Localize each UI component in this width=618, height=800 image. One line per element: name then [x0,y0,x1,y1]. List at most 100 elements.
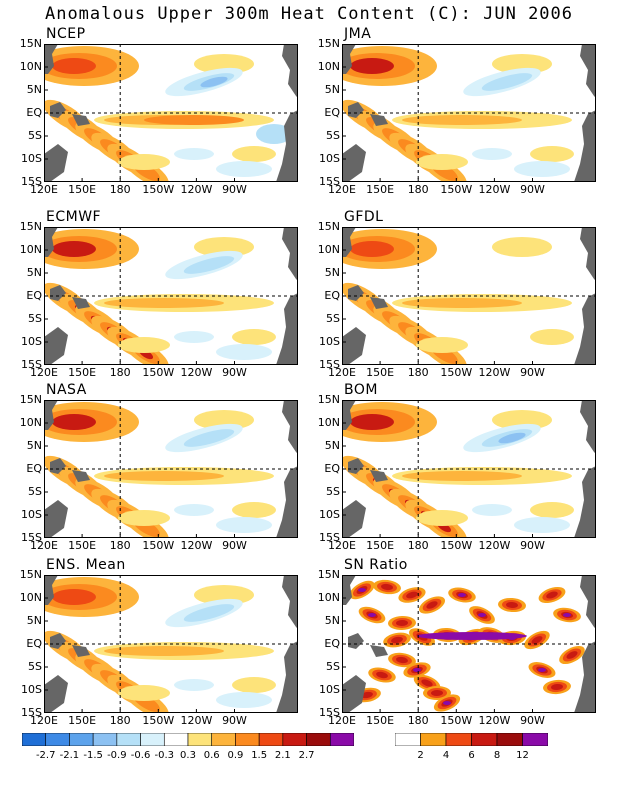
land-central-america [282,44,298,98]
cool-area [514,517,570,533]
colorbar-swatch [420,733,447,746]
lon-label: 150W [440,714,473,727]
land-australia [342,500,366,538]
lon-label: 120E [328,183,356,196]
lat-label: 5N [26,439,42,452]
warm-area [530,146,574,162]
warm-area [416,510,468,526]
sn-area [361,691,373,699]
land-island [72,297,90,309]
lon-label: 150W [142,366,175,379]
lat-label: 15S [319,531,340,544]
land-central-america [282,227,298,281]
lon-label: 120W [478,714,511,727]
lon-label: 90W [520,714,545,727]
colorbar-swatch [92,733,118,746]
lon-label: 150W [440,539,473,552]
lon-label: 150E [68,366,97,379]
colorbar-swatch [22,733,47,746]
lat-label: 10N [19,243,42,256]
lon-label: 150W [142,539,175,552]
lon-label: 150E [68,539,97,552]
land-central-america [580,44,596,98]
colorbar-swatch [306,733,331,746]
colorbar-swatch [496,733,523,746]
sn-area [458,593,466,597]
lon-label: 120E [328,366,356,379]
colorbar-label: -0.3 [154,750,175,761]
lat-label: 5N [26,266,42,279]
lat-label: 5N [324,614,340,627]
cool-area [174,504,214,516]
lat-label: 10N [19,60,42,73]
lon-label: 90W [520,183,545,196]
lat-label: 5S [326,660,340,673]
land-island [50,458,66,474]
panel-title: NCEP [46,26,86,42]
sn-colorbar [395,733,548,746]
land-australia [44,500,68,538]
lon-label: 120E [30,714,58,727]
sn-area [531,636,543,644]
map-panel-7: SN Ratio 15N 10N 5N EQ 5S 10S 15S 120E 150E 180 150… [302,557,616,737]
warm-area [118,510,170,526]
lon-label: 150W [142,183,175,196]
warm-area [118,154,170,170]
warm-area [530,329,574,345]
lat-label: 5S [326,312,340,325]
land-island [50,102,66,118]
land-australia [44,327,68,365]
colorbar-label: -1.5 [83,750,103,761]
lat-label: 5N [26,83,42,96]
lat-label: EQ [26,289,42,302]
land-island [50,633,66,649]
colorbar-label: 2.1 [274,750,291,761]
equatorial-tongue [104,646,224,656]
sn-area [506,601,518,609]
cool-area [481,73,533,91]
warm-area [350,414,394,430]
land-south-america [276,641,298,713]
colorbar-swatch [235,733,260,746]
cool-area [183,256,235,274]
cool-area [183,429,235,447]
lat-label: 10S [319,683,340,696]
colorbar-swatch [211,733,236,746]
lon-label: 120W [180,714,213,727]
land-australia [44,675,68,713]
lat-label: 5S [28,485,42,498]
lon-label: 120W [478,183,511,196]
lat-label: 5S [28,660,42,673]
sn-area [417,632,527,640]
sn-area [551,683,563,691]
map-plot [342,227,596,365]
lon-label: 120W [478,539,511,552]
warm-area [530,502,574,518]
lon-label: 150E [68,714,97,727]
lat-label: 15N [317,393,340,406]
figure-title: Anomalous Upper 300m Heat Content (C): J… [44,4,574,24]
lon-label: 150W [440,366,473,379]
lat-label: 15N [19,37,42,50]
lon-label: 120E [30,539,58,552]
warm-area [416,154,468,170]
cool-area [216,517,272,533]
equatorial-tongue [402,115,522,125]
warm-area [52,589,96,605]
lat-label: 5N [324,266,340,279]
land-island [348,102,364,118]
colorbar-swatch [395,733,421,746]
colorbar-label: 12 [516,750,529,761]
anomaly-colorbar [22,733,354,746]
lat-label: 10N [317,591,340,604]
colorbar-label: 4 [442,750,450,761]
land-island [348,285,364,301]
cool-area [216,344,272,360]
warm-area [52,241,96,257]
lon-label: 150W [440,183,473,196]
lat-label: EQ [324,462,340,475]
land-south-america [574,293,596,365]
lon-label: 150W [142,714,175,727]
colorbar-label: -2.1 [59,750,80,761]
lat-label: 15S [319,358,340,371]
